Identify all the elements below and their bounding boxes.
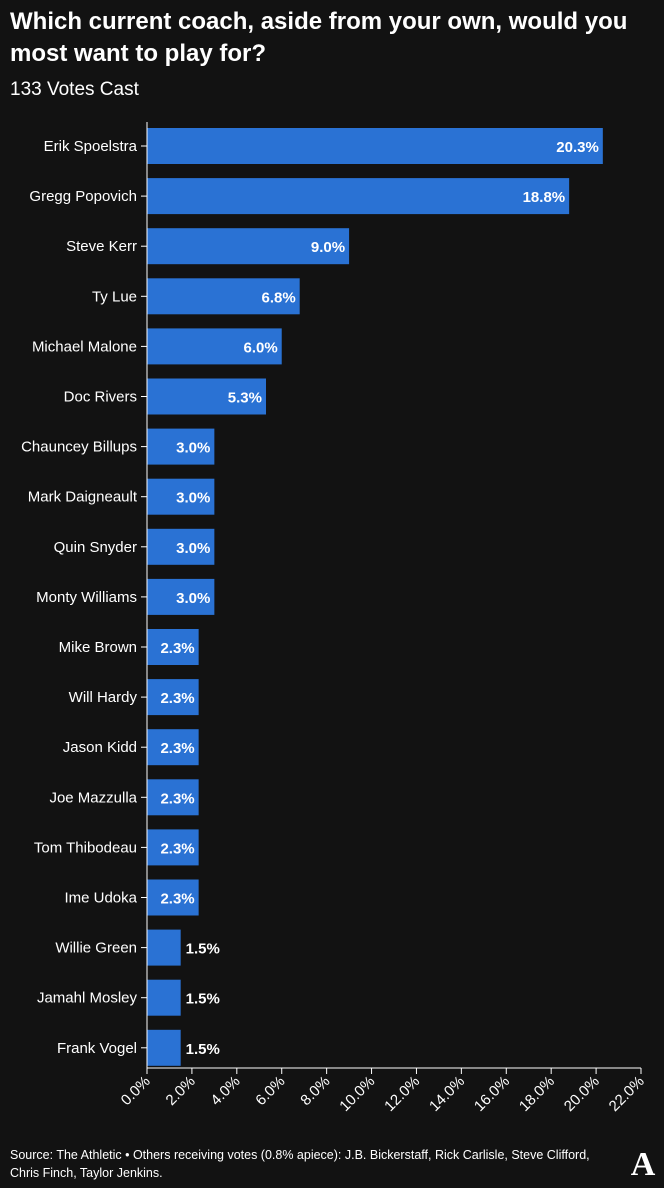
data-label: 3.0% (176, 490, 210, 507)
bar (147, 779, 199, 816)
bar (147, 1029, 181, 1066)
category-label: Gregg Popovich (29, 188, 137, 205)
athletic-logo-letter: A (631, 1146, 656, 1180)
x-tick-label: 6.0% (252, 1073, 288, 1109)
x-tick-label: 12.0% (381, 1073, 423, 1115)
bar (147, 128, 603, 164)
x-tick-label: 0.0% (118, 1073, 154, 1109)
category-label: Ime Udoka (64, 890, 137, 907)
category-label: Jason Kidd (63, 739, 137, 756)
data-label: 2.3% (160, 790, 194, 807)
x-tick-label: 16.0% (471, 1073, 513, 1115)
bar (147, 228, 350, 265)
category-label: Doc Rivers (64, 389, 137, 406)
category-label: Joe Mazzulla (49, 789, 137, 806)
bar (147, 378, 267, 415)
bar (147, 829, 199, 866)
x-tick-label: 2.0% (163, 1073, 199, 1109)
bar-chart: Erik Spoelstra 20.3% Gregg Popovich 18.8% St… (21, 122, 648, 1115)
category-label: Monty Williams (36, 589, 137, 606)
x-tick-label: 18.0% (516, 1073, 558, 1115)
data-label: 3.0% (176, 540, 210, 557)
bar (147, 478, 215, 515)
category-label: Jamahl Mosley (37, 990, 138, 1007)
bar (147, 879, 199, 916)
category-label: Steve Kerr (66, 238, 137, 255)
x-tick-label: 22.0% (606, 1073, 648, 1115)
chart-subtitle: 133 Votes Cast (10, 79, 139, 100)
x-tick-label: 4.0% (207, 1073, 243, 1109)
data-label: 3.0% (176, 590, 210, 607)
bar (147, 328, 282, 365)
bar (147, 528, 215, 565)
chart-title: Which current coach, aside from your own… (10, 8, 628, 67)
category-label: Frank Vogel (57, 1040, 137, 1057)
data-label: 2.3% (160, 840, 194, 857)
category-label: Chauncey Billups (21, 439, 137, 456)
x-tick-label: 14.0% (426, 1073, 468, 1115)
bar (147, 578, 215, 615)
data-label: 6.8% (261, 289, 295, 306)
category-label: Will Hardy (69, 689, 138, 706)
category-label: Ty Lue (92, 288, 137, 305)
data-label: 5.3% (228, 390, 262, 407)
category-label: Erik Spoelstra (44, 138, 138, 155)
bar (147, 178, 570, 215)
bar (147, 629, 199, 665)
data-label: 18.8% (523, 189, 566, 206)
category-label: Quin Snyder (54, 539, 137, 556)
x-tick-label: 8.0% (297, 1073, 333, 1109)
data-label: 2.3% (160, 891, 194, 908)
category-label: Mark Daigneault (28, 489, 138, 506)
data-label: 1.5% (186, 991, 220, 1008)
data-label: 20.3% (556, 139, 599, 156)
data-label: 1.5% (186, 1041, 220, 1058)
data-label: 2.3% (160, 690, 194, 707)
x-tick-label: 20.0% (561, 1073, 603, 1115)
bar (147, 729, 199, 766)
category-label: Tom Thibodeau (34, 839, 137, 856)
data-label: 3.0% (176, 440, 210, 457)
data-label: 2.3% (160, 740, 194, 757)
category-label: Michael Malone (32, 338, 137, 355)
bar (147, 979, 181, 1016)
bar (147, 428, 215, 465)
athletic-logo-icon: A (631, 1146, 656, 1180)
category-label: Willie Green (55, 940, 137, 957)
x-tick-label: 10.0% (336, 1073, 378, 1115)
data-label: 1.5% (186, 941, 220, 958)
source-note: Source: The Athletic • Others receiving … (10, 1148, 590, 1180)
category-label: Mike Brown (59, 639, 137, 656)
bar (147, 679, 199, 716)
data-label: 2.3% (160, 640, 194, 657)
data-label: 6.0% (244, 339, 278, 356)
bar (147, 278, 300, 315)
data-label: 9.0% (311, 239, 345, 256)
bar (147, 929, 181, 966)
